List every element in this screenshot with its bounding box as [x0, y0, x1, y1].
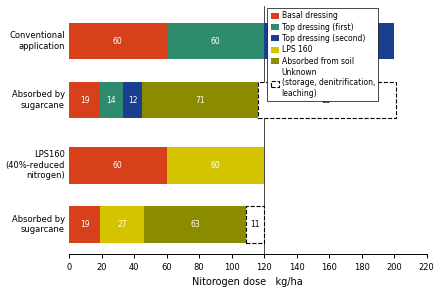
Text: 60: 60 — [210, 37, 220, 45]
Text: 27: 27 — [117, 220, 127, 229]
Bar — [257, 82, 396, 118]
Text: 11: 11 — [250, 220, 260, 229]
Legend: Basal dressing, Top dressing (first), Top dressing (second), LPS 160, Absorbed f: Basal dressing, Top dressing (first), To… — [268, 8, 378, 101]
Bar — [69, 23, 167, 59]
Bar — [142, 82, 257, 118]
Text: 19: 19 — [80, 220, 89, 229]
Bar — [264, 23, 394, 59]
Bar — [246, 206, 264, 243]
Text: 14: 14 — [106, 96, 116, 105]
Bar — [100, 82, 123, 118]
Bar — [100, 206, 144, 243]
X-axis label: Nitorogen dose   kg/ha: Nitorogen dose kg/ha — [192, 277, 303, 287]
Text: 80: 80 — [324, 37, 334, 45]
Bar — [144, 206, 246, 243]
Bar — [69, 82, 100, 118]
Text: 63: 63 — [190, 220, 200, 229]
Bar — [69, 206, 100, 243]
Text: 19: 19 — [80, 96, 89, 105]
Bar — [167, 147, 264, 183]
Bar — [167, 23, 264, 59]
Bar — [69, 147, 167, 183]
Bar — [123, 82, 142, 118]
Text: 60: 60 — [210, 161, 220, 170]
Text: 60: 60 — [113, 37, 123, 45]
Text: 85: 85 — [322, 96, 331, 105]
Text: 12: 12 — [128, 96, 137, 105]
Text: 60: 60 — [113, 161, 123, 170]
Text: 71: 71 — [195, 96, 205, 105]
